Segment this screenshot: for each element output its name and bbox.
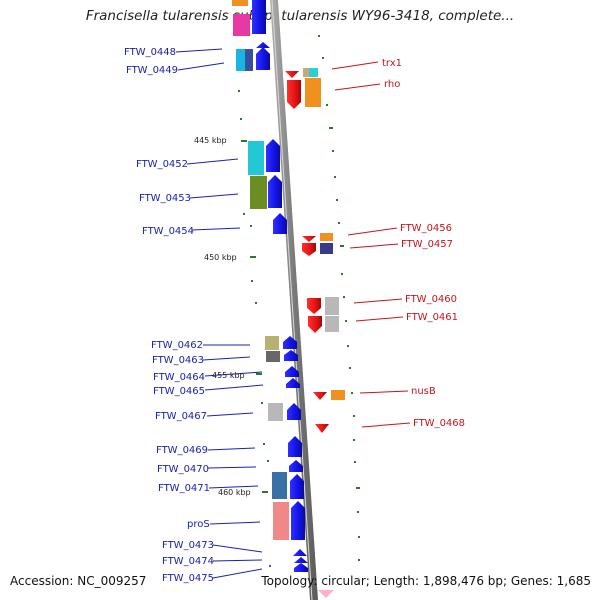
gene-box-trx1-b <box>309 68 318 77</box>
gene-arrow-trx1 <box>285 71 299 78</box>
leader-lines-left <box>175 48 264 579</box>
gene-box-ftw0460 <box>325 297 339 315</box>
gene-arrow-nusb <box>313 392 327 400</box>
gene-box-ftw0467 <box>268 403 283 421</box>
gene-arrow-ftw0470 <box>289 460 303 472</box>
tick-track <box>237 35 360 567</box>
gene-label-ftw0464[interactable]: FTW_0464 <box>153 372 205 383</box>
gene-arrow-ftw0463 <box>284 350 298 361</box>
gene-label-ftw0473[interactable]: FTW_0473 <box>162 540 214 551</box>
scale-tick-label: 455 kbp <box>212 371 245 380</box>
gene-label-pros[interactable]: proS <box>187 519 210 530</box>
scale-tick-label: 445 kbp <box>194 136 227 145</box>
gene-arrow-ftw0465 <box>286 378 300 388</box>
gene-arrow-ftw0473 <box>293 549 307 556</box>
gene-box-ftw0453 <box>250 176 267 209</box>
gene-arrow-bottom-pink <box>318 590 334 598</box>
accession-text: Accession: NC_009257 <box>10 574 147 588</box>
gene-box-top-orange <box>232 0 248 6</box>
gene-box-ftw0471 <box>272 472 287 499</box>
gene-label-ftw0460[interactable]: FTW_0460 <box>405 294 457 305</box>
gene-label-ftw0452[interactable]: FTW_0452 <box>136 159 188 170</box>
gene-arrow-ftw0464 <box>285 366 299 377</box>
gene-label-ftw0457[interactable]: FTW_0457 <box>401 239 453 250</box>
gene-box-ftw0449-a <box>236 49 245 71</box>
leader-lines-right <box>331 61 411 428</box>
gene-label-ftw0449[interactable]: FTW_0449 <box>126 65 178 76</box>
gene-arrow-ftw0460 <box>307 298 321 314</box>
gene-box-ftw0463 <box>266 351 280 362</box>
gene-label-ftw0461[interactable]: FTW_0461 <box>406 312 458 323</box>
gene-arrow-ftw0468 <box>315 424 329 433</box>
gene-arrow-ftw0469 <box>288 436 302 457</box>
gene-box-rho <box>305 78 321 107</box>
gene-box-ftw0456 <box>320 233 333 241</box>
gene-label-ftw0471[interactable]: FTW_0471 <box>158 483 210 494</box>
gene-arrow-ftw0453 <box>268 175 282 208</box>
gene-arrow-ftw0457 <box>302 243 316 256</box>
gene-box-top-pink <box>233 14 250 36</box>
scale-tick-label: 450 kbp <box>204 253 237 262</box>
gene-label-ftw0462[interactable]: FTW_0462 <box>151 340 203 351</box>
genome-info-text: Topology: circular; Length: 1,898,476 bp… <box>261 574 591 588</box>
gene-arrow-rho <box>287 80 301 109</box>
gene-label-ftw0467[interactable]: FTW_0467 <box>155 411 207 422</box>
gene-arrow-ftw0454 <box>273 213 287 234</box>
scale-tick-label: 460 kbp <box>218 488 251 497</box>
gene-label-ftw0475[interactable]: FTW_0475 <box>162 573 214 584</box>
gene-label-nusb[interactable]: nusB <box>411 386 436 397</box>
gene-box-ftw0462 <box>265 336 279 350</box>
gene-label-rho[interactable]: rho <box>384 79 400 90</box>
gene-arrow-ftw0449 <box>256 47 270 70</box>
gene-label-ftw0454[interactable]: FTW_0454 <box>142 226 194 237</box>
gene-label-ftw0465[interactable]: FTW_0465 <box>153 386 205 397</box>
gene-box-ftw0452 <box>248 141 264 175</box>
gene-arrow-ftw0467 <box>287 403 301 420</box>
gene-arrow-pros <box>291 501 305 540</box>
gene-label-ftw0468[interactable]: FTW_0468 <box>413 418 465 429</box>
gene-box-ftw0449-b <box>245 49 253 71</box>
gene-arrow-top-blue <box>252 0 266 34</box>
gene-arrow-ftw0461 <box>308 316 322 333</box>
backbone-highlight <box>271 0 313 600</box>
gene-label-ftw0474[interactable]: FTW_0474 <box>162 556 214 567</box>
gene-arrow-ftw0475 <box>294 563 308 572</box>
gene-label-ftw0448[interactable]: FTW_0448 <box>124 47 176 58</box>
gene-arrow-ftw0448 <box>256 42 270 48</box>
gene-label-trx1[interactable]: trx1 <box>382 58 402 69</box>
gene-arrow-ftw0452 <box>266 139 280 172</box>
gene-arrow-ftw0474 <box>294 557 308 563</box>
gene-label-ftw0470[interactable]: FTW_0470 <box>157 464 209 475</box>
gene-box-ftw0461 <box>325 316 339 332</box>
map-title: Francisella tularensis subsp. tularensis… <box>85 8 515 24</box>
gene-arrow-ftw0462 <box>283 336 297 349</box>
gene-label-ftw0456[interactable]: FTW_0456 <box>400 223 452 234</box>
gene-label-ftw0463[interactable]: FTW_0463 <box>152 355 204 366</box>
gene-label-ftw0453[interactable]: FTW_0453 <box>139 193 191 204</box>
gene-box-pros <box>273 502 289 540</box>
gene-arrow-ftw0456 <box>302 236 316 242</box>
gene-box-ftw0457 <box>320 243 333 254</box>
gene-box-trx1-a <box>303 68 309 77</box>
gene-arrow-ftw0471 <box>290 474 304 499</box>
gene-box-nusb <box>331 390 345 400</box>
gene-label-ftw0469[interactable]: FTW_0469 <box>156 445 208 456</box>
